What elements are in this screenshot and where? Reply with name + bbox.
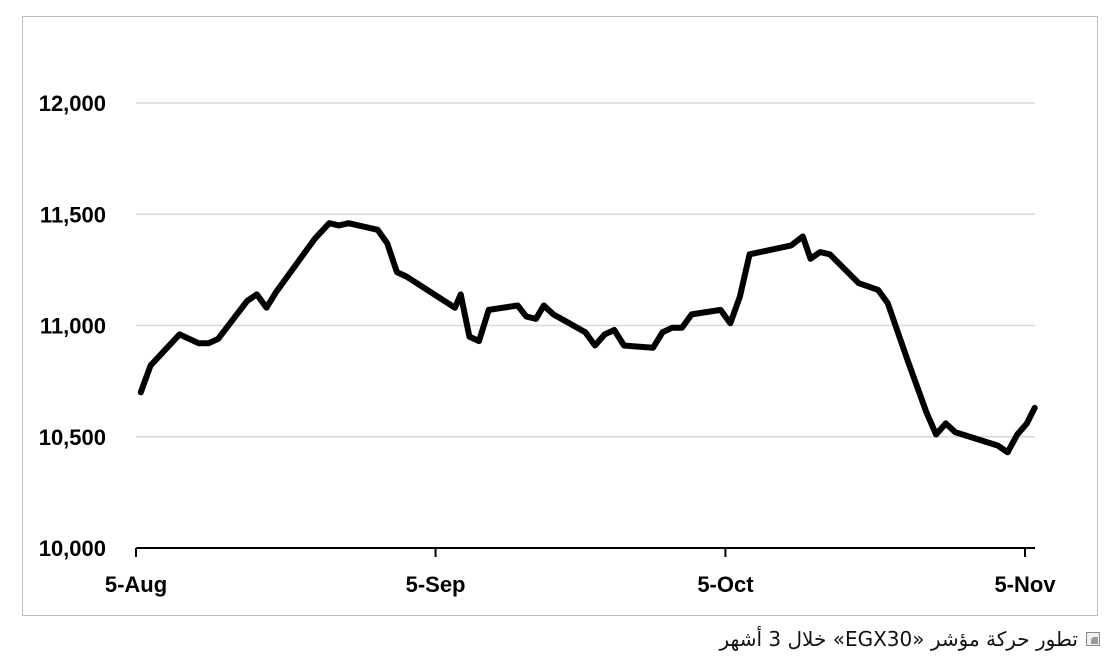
image-icon [1086,632,1100,646]
chart-caption: تطور حركة مؤشر «EGX30» خلال 3 أشهر [719,624,1100,654]
chart-frame: 10,000 10,500 11,000 11,500 12,000 5-Aug 5-Sep… [22,16,1098,616]
x-tick-label: 5-Oct [697,572,754,597]
series-line [137,220,1038,456]
x-tick-label: 5-Nov [994,572,1056,597]
y-tick-label: 11,000 [40,314,106,339]
x-tick-label: 5-Aug [105,572,167,597]
y-tick-label: 10,500 [39,425,106,450]
caption-text: تطور حركة مؤشر «EGX30» خلال 3 أشهر [719,627,1078,651]
y-tick-label: 11,500 [40,202,106,227]
x-tick-label: 5-Sep [406,572,466,597]
y-tick-label: 10,000 [39,536,106,561]
y-tick-label: 12,000 [39,91,106,116]
line-chart: 10,000 10,500 11,000 11,500 12,000 5-Aug 5-Sep… [39,91,1057,597]
